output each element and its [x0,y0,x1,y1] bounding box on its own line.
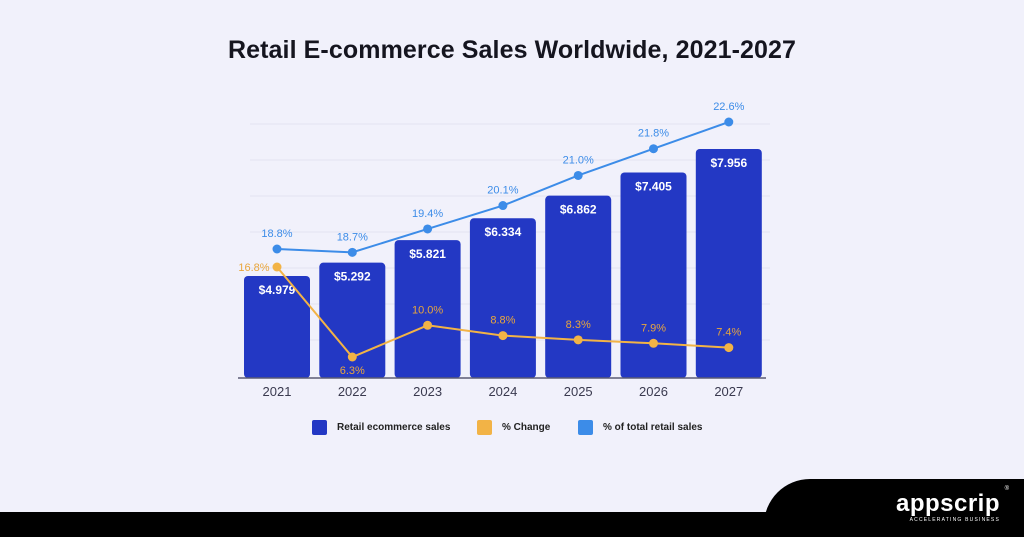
bar-value-label: $4.979 [259,283,296,297]
legend-label-sales: Retail ecommerce sales [337,422,451,433]
x-tick-label: 2024 [488,384,517,399]
change-value-label: 6.3% [340,365,365,377]
bar-value-label: $6.334 [485,225,522,239]
share-point [573,170,583,180]
x-tick-label: 2023 [413,384,442,399]
brand-tagline: ACCELERATING BUSINESS [909,517,1000,523]
brand-name: appscrip [895,490,1000,517]
legend-item-share: % of total retail sales [578,420,702,435]
share-value-label: 22.6% [713,101,744,113]
bar-value-label: $6.862 [560,203,597,217]
change-value-label: 7.9% [641,322,666,334]
legend-swatch-sales [312,420,327,435]
change-point [423,320,433,330]
x-tick-label: 2025 [564,384,593,399]
change-value-label: 7.4% [716,327,741,339]
bar-value-label: $5.821 [409,247,446,261]
x-tick-label: 2022 [338,384,367,399]
bar [394,240,461,378]
share-value-label: 21.0% [563,154,594,166]
x-tick-label: 2021 [263,384,292,399]
legend-swatch-change [477,420,492,435]
x-tick-label: 2027 [714,384,743,399]
share-value-label: 18.8% [261,228,292,240]
change-point [649,338,658,348]
change-value-label: 8.8% [490,315,515,327]
share-point [347,247,357,257]
share-value-label: 21.8% [638,128,669,140]
share-point [498,201,508,211]
chart-title: Retail E-commerce Sales Worldwide, 2021-… [227,36,797,64]
change-value-label: 16.8% [238,262,269,274]
change-point [573,335,583,345]
change-point [272,262,282,272]
chart-legend: Retail ecommerce sales % Change % of tot… [0,420,1024,440]
change-value-label: 10.0% [412,304,443,316]
share-point [272,244,282,254]
bar [695,149,762,378]
change-point [724,343,734,353]
legend-label-share: % of total retail sales [603,422,703,433]
bar-value-label: $7.405 [635,180,672,194]
share-point [423,224,433,234]
bar [469,218,536,378]
bar [620,172,687,378]
legend-item-sales: Retail ecommerce sales [312,420,450,435]
bar-value-label: $5.292 [334,270,371,284]
bar [545,195,612,378]
x-tick-label: 2026 [639,384,668,399]
bar-value-label: $7.956 [710,156,747,170]
share-value-label: 18.7% [337,231,368,243]
footer-tab [764,479,1024,537]
share-point [649,144,658,154]
legend-item-change: % Change [477,420,550,435]
registered-mark: ® [1004,486,1009,492]
share-value-label: 20.1% [487,185,518,197]
share-point [724,117,734,127]
bar [244,276,310,378]
brand-logo: ® appscrip ACCELERATING BUSINESS [895,486,1009,523]
change-value-label: 8.3% [566,319,591,331]
share-value-label: 19.4% [412,208,443,220]
change-point [347,352,357,362]
legend-swatch-share [578,420,593,435]
change-point [498,331,508,341]
legend-label-change: % Change [502,422,551,433]
